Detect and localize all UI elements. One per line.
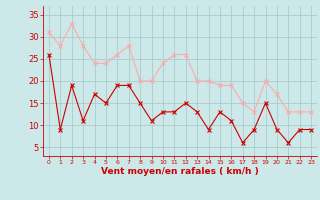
X-axis label: Vent moyen/en rafales ( km/h ): Vent moyen/en rafales ( km/h ) <box>101 167 259 176</box>
